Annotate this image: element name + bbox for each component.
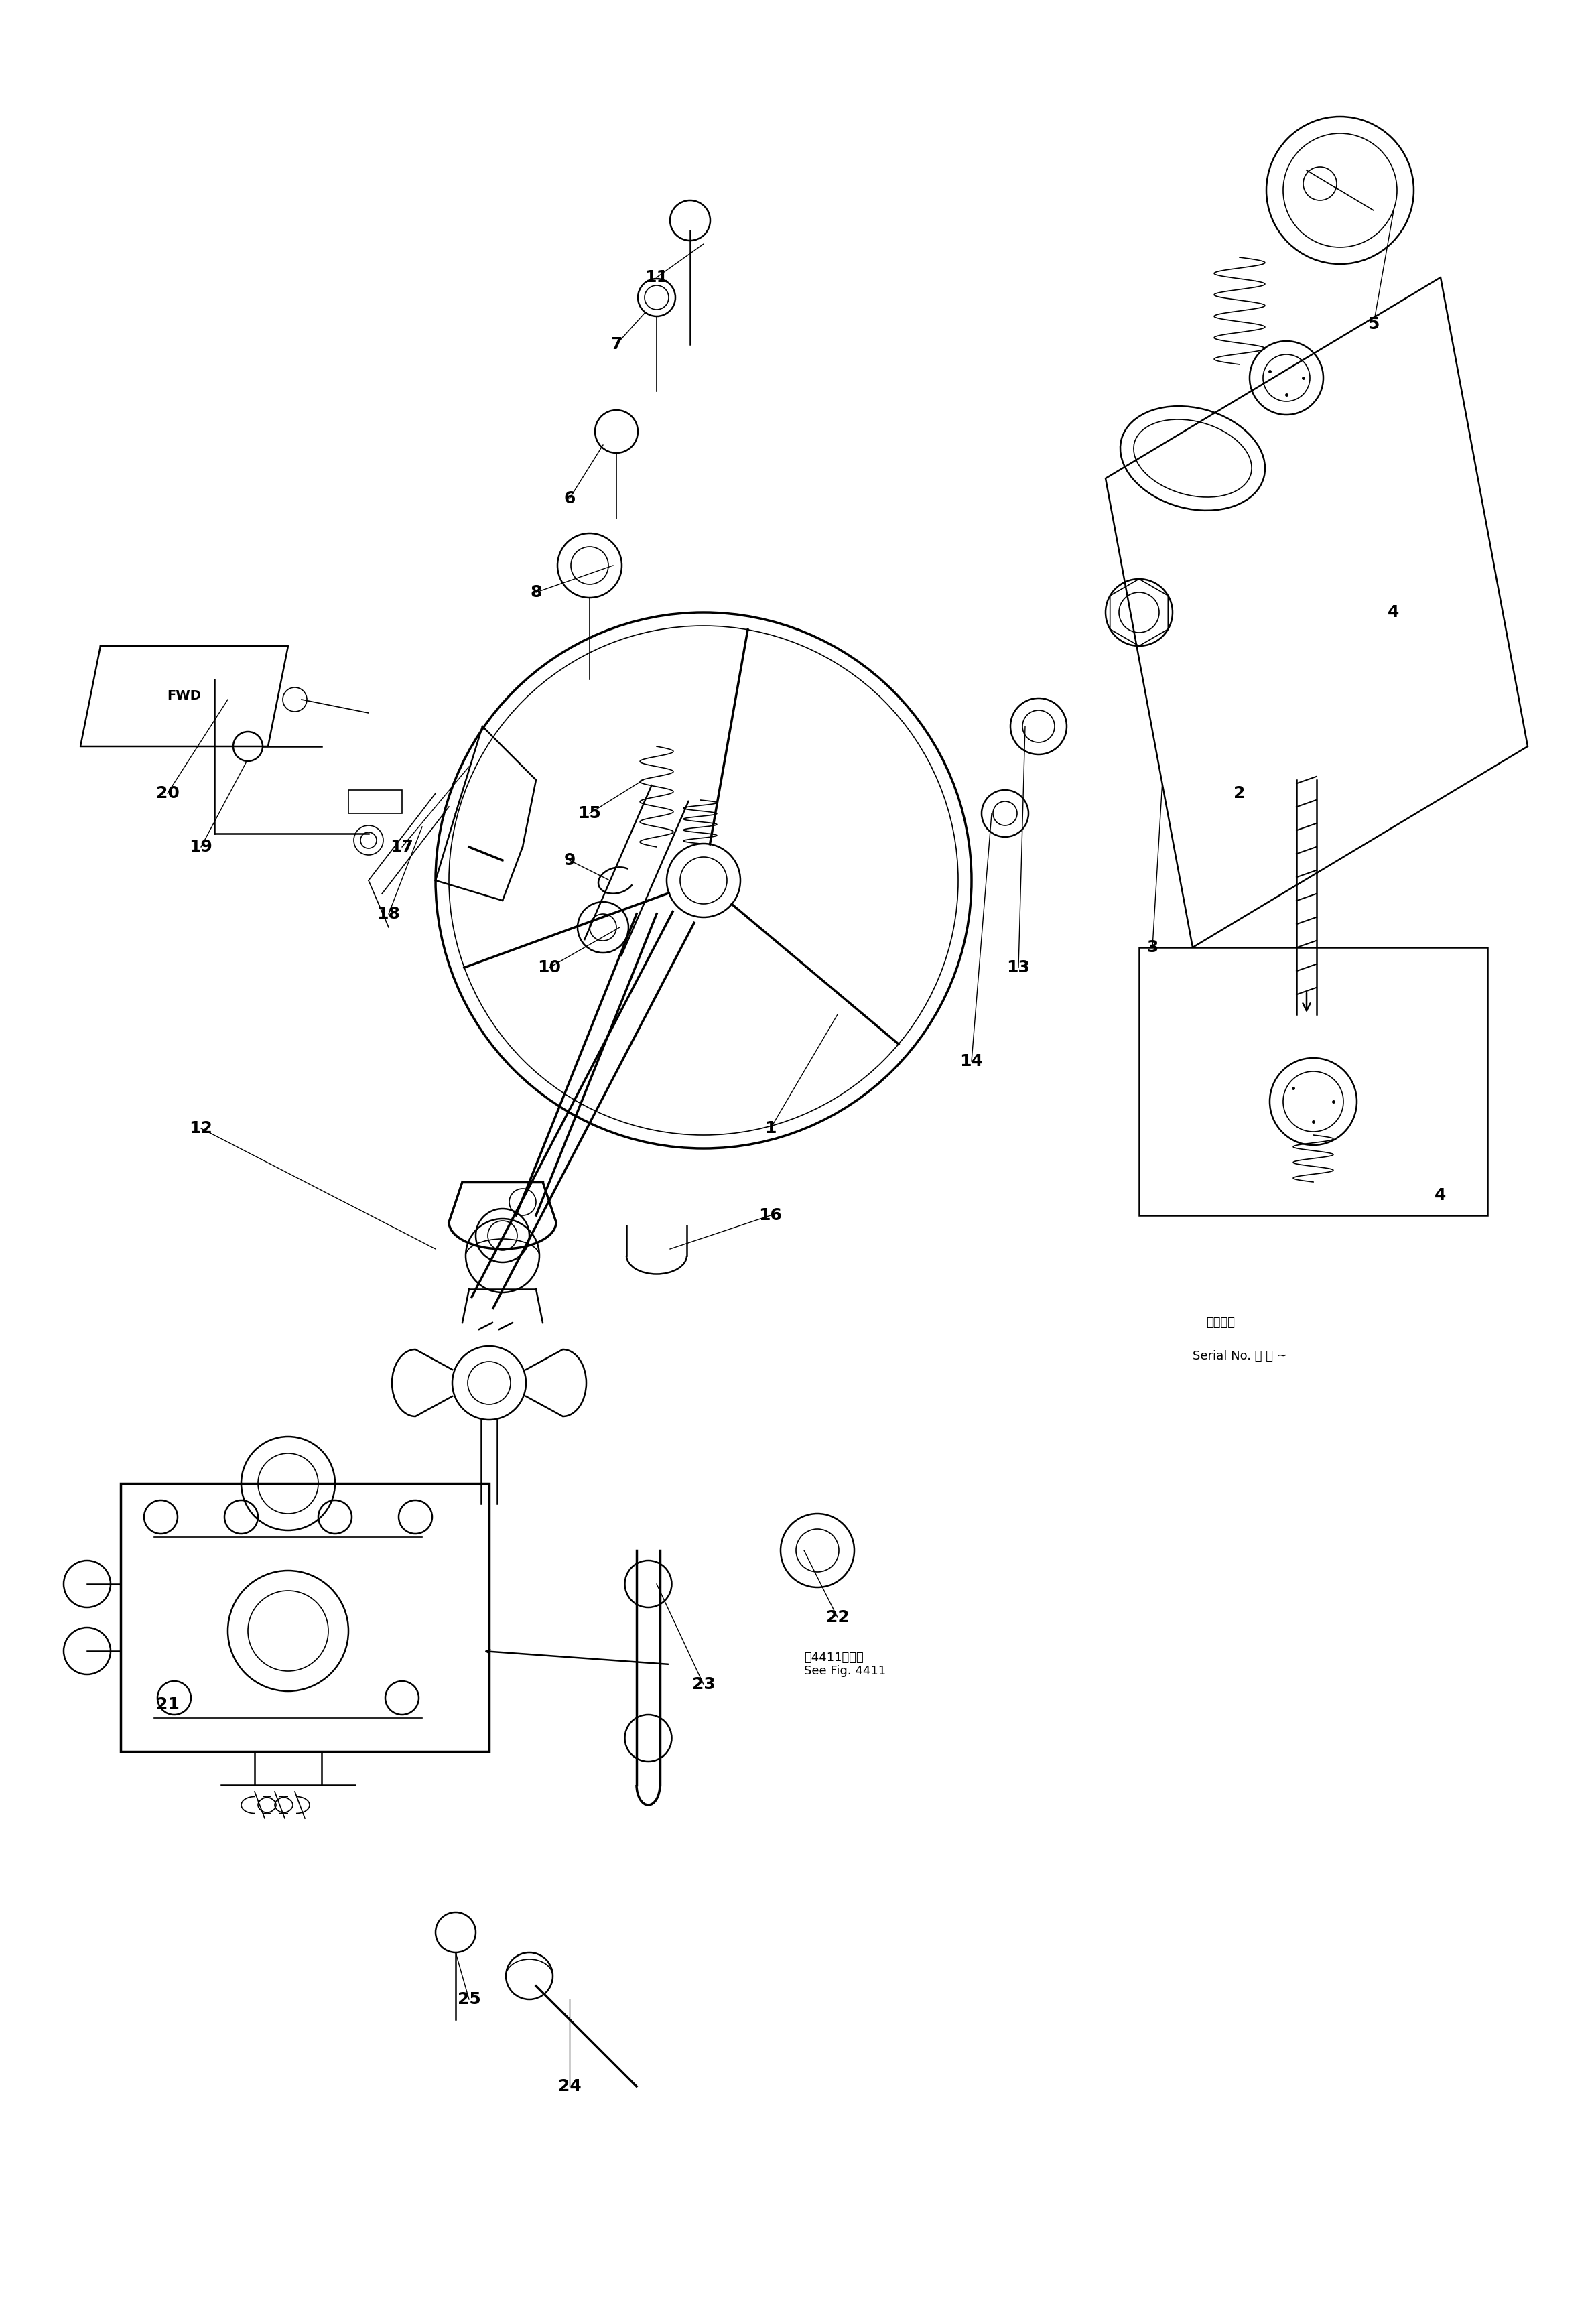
Text: 25: 25 <box>458 1991 480 2008</box>
Text: 適用号機: 適用号機 <box>1207 1316 1235 1328</box>
Text: 16: 16 <box>758 1207 782 1223</box>
Circle shape <box>233 731 263 761</box>
Text: 13: 13 <box>1007 959 1029 975</box>
Text: 17: 17 <box>391 838 413 854</box>
Text: 15: 15 <box>578 805 602 822</box>
Text: 6: 6 <box>563 490 575 506</box>
Text: 7: 7 <box>611 337 622 353</box>
Text: 9: 9 <box>563 852 575 868</box>
Text: 19: 19 <box>190 838 212 854</box>
Text: FWD: FWD <box>168 689 201 703</box>
FancyBboxPatch shape <box>1140 947 1487 1216</box>
Text: 22: 22 <box>825 1608 849 1625</box>
Text: 8: 8 <box>530 585 541 601</box>
Text: 21: 21 <box>156 1697 179 1713</box>
Text: 24: 24 <box>559 2077 581 2094</box>
Text: 第4411図参照
See Fig. 4411: 第4411図参照 See Fig. 4411 <box>804 1650 886 1678</box>
Text: 4: 4 <box>1435 1188 1446 1202</box>
FancyBboxPatch shape <box>121 1483 488 1752</box>
Text: 3: 3 <box>1146 940 1159 956</box>
Text: 12: 12 <box>190 1121 212 1137</box>
FancyBboxPatch shape <box>348 789 402 812</box>
Text: 14: 14 <box>959 1054 983 1070</box>
Text: 5: 5 <box>1368 316 1379 332</box>
Text: 4: 4 <box>1389 603 1400 620</box>
Text: Serial No. ・ ・ ~: Serial No. ・ ・ ~ <box>1192 1351 1286 1362</box>
Polygon shape <box>1106 279 1527 947</box>
Text: 20: 20 <box>156 784 179 801</box>
Text: 1: 1 <box>764 1121 776 1137</box>
Circle shape <box>638 279 675 316</box>
Text: 23: 23 <box>693 1676 715 1692</box>
Text: 2: 2 <box>1234 784 1245 801</box>
Text: 18: 18 <box>377 905 401 921</box>
Text: 10: 10 <box>538 959 562 975</box>
Text: 11: 11 <box>645 269 669 285</box>
